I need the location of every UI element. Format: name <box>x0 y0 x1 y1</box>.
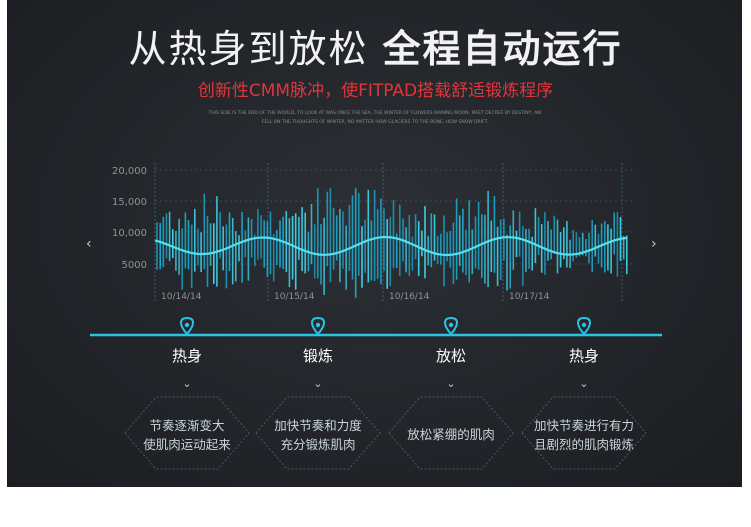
y-tick-label: 15,000 <box>112 197 147 208</box>
location-pin-dot <box>315 322 321 328</box>
fine-print-line-2: FELL ON THE THOUGHTS OF WINTER, NO MATTE… <box>261 120 489 125</box>
pulse-wave-line <box>154 235 628 257</box>
y-tick-label: 10,000 <box>112 228 147 239</box>
chevron-down-icon: ⌄ <box>446 377 456 390</box>
stage-hexagon <box>521 396 647 470</box>
fine-print: THIS SIDE IS THE END OF THE WORLD, TO LO… <box>175 109 575 127</box>
stage-description: 节奏逐渐变大 使肌肉运动起来 <box>127 416 247 454</box>
bottom-margin <box>0 487 751 527</box>
stage-description: 放松紧绷的肌肉 <box>391 425 511 444</box>
stage-label: 放松 <box>435 347 466 365</box>
stage-description-line: 放松紧绷的肌肉 <box>407 427 495 442</box>
chevron-left-icon[interactable]: ‹ <box>86 236 92 252</box>
page-title: 从热身到放松 全程自动运行 <box>0 18 751 73</box>
stage-hexagon <box>388 396 514 470</box>
y-tick-label: 5000 <box>122 260 147 271</box>
stage-hexagon <box>255 396 381 470</box>
stage-label: 热身 <box>171 347 202 365</box>
stage-description-line: 加快节奏进行有力 <box>533 418 634 433</box>
stage-description-line: 且剧烈的肌肉锻炼 <box>533 437 634 452</box>
chevron-down-icon: ⌄ <box>182 377 192 390</box>
location-pin-icon <box>180 316 194 336</box>
stage-description-line: 使肌肉运动起来 <box>143 437 231 452</box>
stage-description-line: 加快节奏和力度 <box>274 418 362 433</box>
location-pin-icon <box>577 316 591 336</box>
x-tick-label: 10/17/14 <box>509 292 550 302</box>
chevron-right-icon[interactable]: › <box>651 236 657 252</box>
location-pin-icon <box>311 316 325 336</box>
location-pin-dot <box>448 322 454 328</box>
y-tick-label: 20,000 <box>112 166 147 177</box>
stage-hexagon <box>124 396 250 470</box>
stage-description-line: 充分锻炼肌肉 <box>280 437 356 452</box>
chevron-down-icon: ⌄ <box>313 377 323 390</box>
stage-label: 热身 <box>568 347 599 365</box>
stage-description: 加快节奏进行有力 且剧烈的肌肉锻炼 <box>524 416 644 454</box>
location-pin-dot <box>581 322 587 328</box>
stage-description: 加快节奏和力度 充分锻炼肌肉 <box>258 416 378 454</box>
fine-print-line-1: THIS SIDE IS THE END OF THE WORLD, TO LO… <box>208 111 542 116</box>
stage-description-line: 节奏逐渐变大 <box>149 418 225 433</box>
x-tick-label: 10/14/14 <box>161 292 202 302</box>
title-light: 从热身到放松 <box>128 27 369 71</box>
x-tick-label: 10/16/14 <box>389 292 430 302</box>
chevron-down-icon: ⌄ <box>579 377 589 390</box>
x-tick-label: 10/15/14 <box>274 292 315 302</box>
stage-label: 锻炼 <box>302 347 333 365</box>
location-pin-icon <box>444 316 458 336</box>
title-bold: 全程自动运行 <box>382 27 623 71</box>
location-pin-dot <box>184 322 190 328</box>
subtitle: 创新性CMM脉冲，使FITPAD搭载舒适锻炼程序 <box>197 81 554 101</box>
